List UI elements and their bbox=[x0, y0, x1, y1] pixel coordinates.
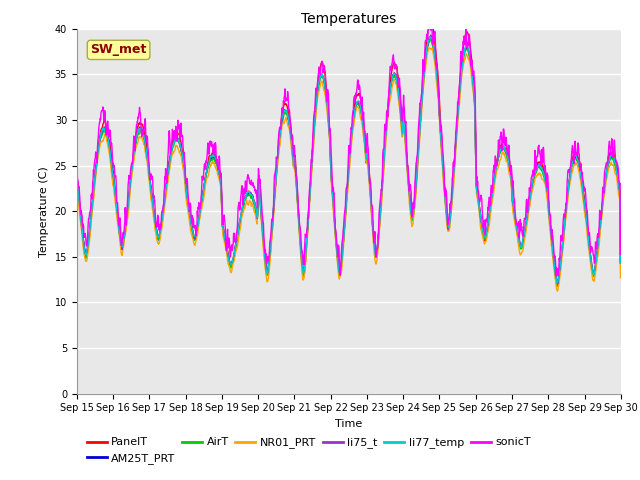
AirT bbox=[433, 79, 441, 85]
AirT bbox=[616, 261, 624, 266]
Line: AM25T_PRT: AM25T_PRT bbox=[77, 37, 620, 283]
PanelT bbox=[616, 242, 624, 248]
NR01_PRT bbox=[433, 85, 441, 91]
NR01_PRT bbox=[73, 268, 81, 274]
AM25T_PRT bbox=[504, 157, 512, 163]
AM25T_PRT bbox=[433, 77, 441, 83]
AirT bbox=[552, 279, 560, 285]
AirT bbox=[73, 248, 81, 254]
AirT bbox=[255, 178, 262, 183]
li75_t bbox=[504, 155, 512, 160]
Line: sonicT: sonicT bbox=[77, 21, 620, 276]
Line: li75_t: li75_t bbox=[77, 35, 620, 284]
AM25T_PRT bbox=[552, 276, 560, 282]
AM25T_PRT bbox=[194, 222, 202, 228]
sonicT bbox=[180, 156, 188, 162]
li75_t bbox=[427, 32, 435, 38]
PanelT bbox=[504, 152, 512, 157]
AirT bbox=[554, 284, 561, 289]
AirT bbox=[180, 168, 188, 173]
sonicT bbox=[255, 166, 262, 171]
AM25T_PRT bbox=[616, 260, 624, 265]
PanelT bbox=[255, 183, 262, 189]
li75_t bbox=[194, 223, 202, 229]
AirT bbox=[504, 159, 512, 165]
Line: li77_temp: li77_temp bbox=[77, 37, 620, 283]
li77_temp bbox=[255, 176, 262, 181]
Line: NR01_PRT: NR01_PRT bbox=[77, 48, 620, 291]
li75_t bbox=[616, 259, 624, 264]
X-axis label: Time: Time bbox=[335, 419, 362, 429]
AM25T_PRT bbox=[554, 280, 561, 286]
PanelT bbox=[180, 160, 188, 166]
sonicT bbox=[194, 214, 202, 219]
li77_temp bbox=[426, 34, 433, 40]
li77_temp bbox=[554, 280, 561, 286]
li75_t bbox=[552, 275, 560, 281]
sonicT bbox=[504, 152, 512, 158]
li75_t bbox=[255, 177, 262, 182]
NR01_PRT bbox=[554, 288, 561, 294]
sonicT bbox=[554, 273, 561, 279]
AirT bbox=[194, 226, 202, 232]
li77_temp bbox=[552, 276, 560, 282]
li77_temp bbox=[194, 224, 202, 229]
Line: PanelT: PanelT bbox=[77, 24, 620, 285]
Text: SW_met: SW_met bbox=[90, 43, 147, 56]
AirT bbox=[427, 36, 435, 42]
PanelT bbox=[426, 21, 434, 26]
li77_temp bbox=[504, 157, 512, 163]
PanelT bbox=[73, 282, 81, 288]
li75_t bbox=[554, 281, 561, 287]
NR01_PRT bbox=[255, 192, 262, 198]
NR01_PRT bbox=[552, 284, 560, 290]
li77_temp bbox=[616, 261, 624, 266]
PanelT bbox=[552, 276, 560, 282]
li77_temp bbox=[433, 76, 441, 82]
sonicT bbox=[433, 65, 441, 71]
sonicT bbox=[552, 273, 560, 279]
sonicT bbox=[616, 252, 624, 257]
li77_temp bbox=[180, 166, 188, 171]
Line: AirT: AirT bbox=[77, 39, 620, 287]
li75_t bbox=[73, 247, 81, 252]
PanelT bbox=[194, 224, 202, 230]
NR01_PRT bbox=[180, 176, 188, 181]
AM25T_PRT bbox=[255, 176, 262, 182]
AM25T_PRT bbox=[426, 34, 434, 40]
li75_t bbox=[433, 73, 441, 79]
Y-axis label: Temperature (C): Temperature (C) bbox=[39, 166, 49, 257]
AM25T_PRT bbox=[73, 250, 81, 256]
NR01_PRT bbox=[616, 275, 624, 281]
li77_temp bbox=[73, 248, 81, 253]
Title: Temperatures: Temperatures bbox=[301, 12, 396, 26]
NR01_PRT bbox=[426, 45, 433, 50]
sonicT bbox=[73, 247, 81, 253]
Legend: PanelT, AM25T_PRT, AirT, NR01_PRT, li75_t, li77_temp, sonicT: PanelT, AM25T_PRT, AirT, NR01_PRT, li75_… bbox=[83, 433, 535, 468]
NR01_PRT bbox=[194, 230, 202, 236]
li75_t bbox=[180, 164, 188, 170]
PanelT bbox=[433, 64, 441, 70]
AM25T_PRT bbox=[180, 165, 188, 171]
NR01_PRT bbox=[504, 164, 512, 170]
sonicT bbox=[426, 18, 434, 24]
